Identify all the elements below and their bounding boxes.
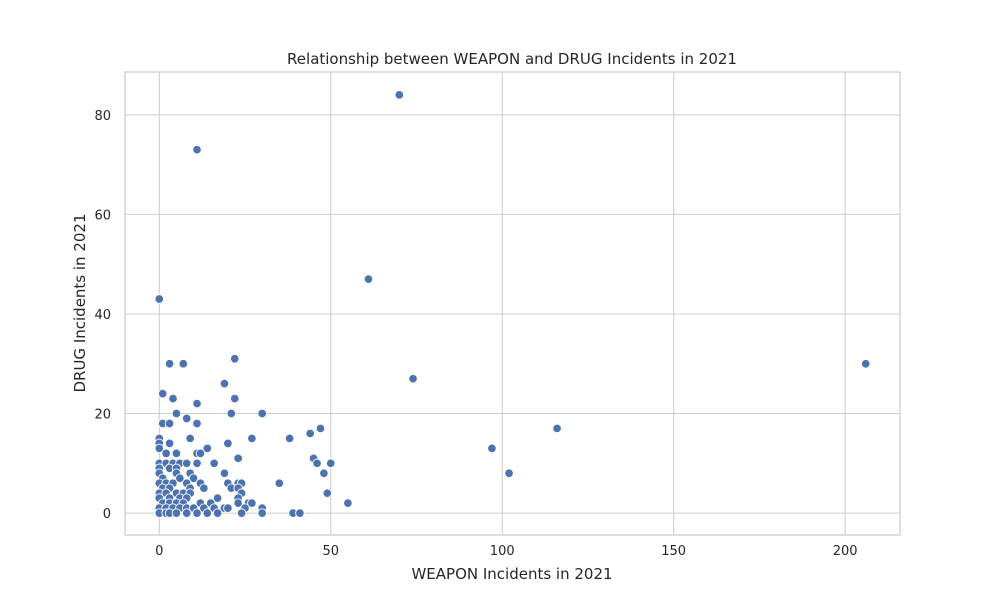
grid [125,72,900,535]
data-point [154,443,165,454]
data-point [168,393,178,404]
y-tick-label: 80 [94,109,111,124]
data-point [257,408,267,419]
data-point [408,373,418,384]
data-point [274,478,285,488]
data-point [363,274,374,284]
data-point [247,498,257,508]
y-tick-label: 40 [94,308,111,323]
data-point [552,423,562,434]
data-point [175,473,185,483]
data-point [171,408,182,419]
data-point [192,508,202,518]
data-point [247,433,257,444]
data-point [164,418,175,429]
data-point [295,508,305,518]
data-point [192,458,202,469]
y-tick-label: 20 [94,408,111,423]
data-point [192,398,202,409]
data-point [164,358,175,369]
data-point [199,483,209,493]
tick-labels: 0 50 100 150 200 0 20 40 60 80 [94,109,857,559]
data-point [157,388,168,399]
data-point [223,503,233,513]
data-point [185,433,195,444]
data-point [178,358,189,369]
data-point [219,468,230,479]
y-axis-label: DRUG Incidents in 2021 [71,213,89,392]
data-point [284,433,295,444]
data-point [212,493,223,503]
data-point [209,458,219,469]
data-point [181,458,192,469]
x-tick-label: 200 [833,544,858,559]
data-point [226,408,237,419]
data-point [202,443,213,454]
data-point [315,423,326,434]
data-point [212,508,223,518]
data-point [326,458,336,469]
data-point [257,508,267,518]
data-point [171,448,182,459]
data-point [487,443,497,454]
data-point [192,144,202,155]
data-point [219,378,230,389]
data-point [161,448,171,459]
data-point [195,448,206,459]
x-tick-label: 0 [155,544,163,559]
chart-title: Relationship between WEAPON and DRUG Inc… [287,50,737,68]
data-point [188,473,199,483]
data-point [312,458,322,469]
data-point [322,488,333,498]
data-point [305,428,315,439]
data-point [154,294,165,304]
data-point [233,453,243,464]
data-point [236,508,247,518]
data-point [233,498,243,508]
data-point [181,413,192,424]
x-tick-label: 50 [322,544,339,559]
data-point [181,508,192,518]
data-point [860,358,871,369]
x-tick-label: 100 [490,544,515,559]
y-tick-label: 60 [94,208,111,223]
x-axis-label: WEAPON Incidents in 2021 [411,565,612,583]
y-tick-label: 0 [103,507,111,522]
plot-frame [124,71,901,536]
data-point [394,90,405,100]
data-point [223,438,233,449]
data-point [229,354,240,364]
x-tick-label: 150 [661,544,686,559]
data-point [171,508,182,518]
data-point [229,393,240,404]
data-point [192,418,202,429]
data-point [164,438,175,449]
data-point [504,468,514,479]
data-point [202,508,213,518]
data-points [154,90,871,518]
data-point [319,468,329,479]
data-point [343,498,353,508]
